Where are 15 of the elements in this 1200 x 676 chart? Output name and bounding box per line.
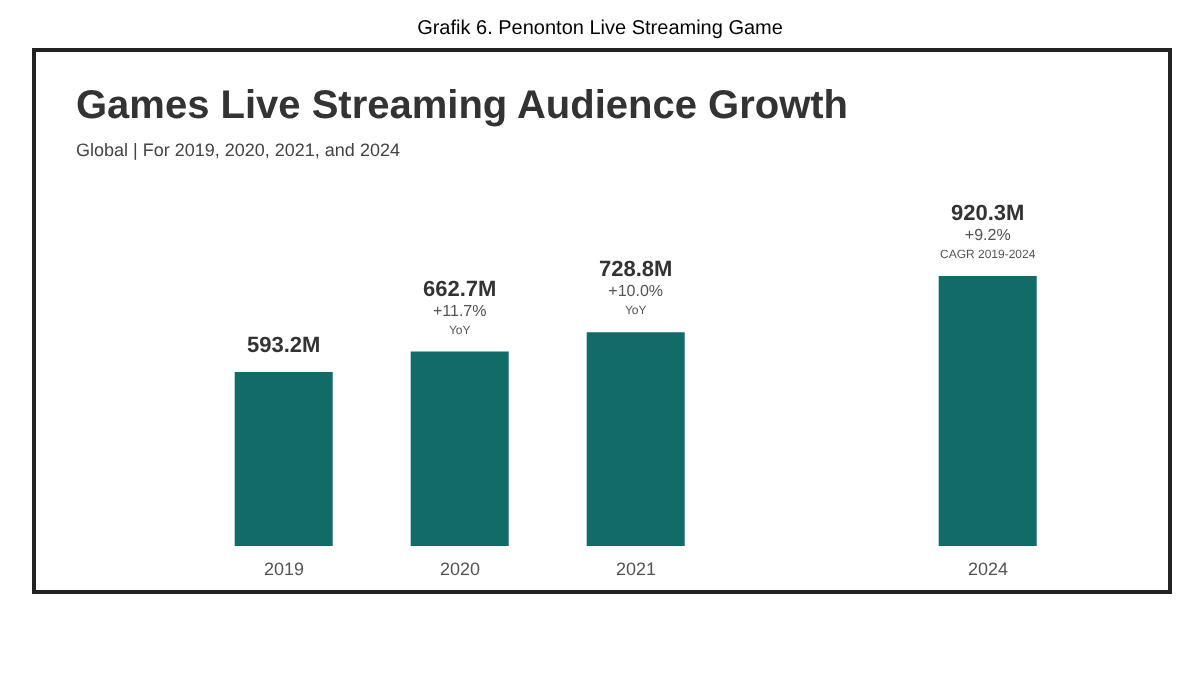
x-tick-label: 2020 (439, 558, 481, 579)
data-label: 662.7M (423, 277, 497, 302)
data-label: 920.3M (951, 202, 1025, 226)
data-label: 728.8M (599, 258, 673, 283)
x-tick-label: 2024 (967, 558, 1009, 579)
chart-subtitle: Games Live Streaming Audience Growth (76, 84, 849, 130)
x-tick-label: 2021 (615, 558, 657, 579)
chart-title: Grafik 6. Penonton Live Streaming Game (415, 16, 785, 40)
x-tick-label: 2019 (263, 558, 305, 579)
bar (410, 351, 509, 546)
data-label: 593.2M (247, 333, 321, 358)
bar (234, 371, 333, 546)
text: Global | For 2019, 2020, 2021, and 2024 (76, 140, 400, 160)
bar (938, 276, 1037, 546)
bar (586, 332, 685, 546)
